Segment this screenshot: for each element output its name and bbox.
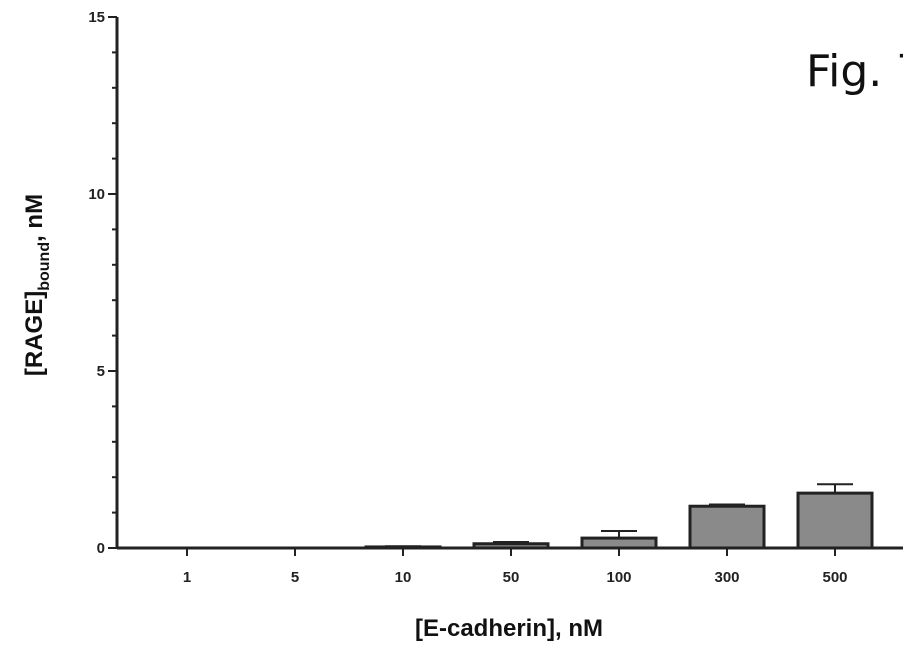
x-tick-label: 300 <box>714 569 739 586</box>
x-axis-title: [E-cadherin], nM <box>415 615 603 642</box>
x-tick-label: 1 <box>183 569 191 586</box>
x-tick-label: 50 <box>503 569 520 586</box>
bars <box>364 483 874 550</box>
y-axis-ticks: 0 5 10 15 <box>88 9 117 557</box>
y-axis-title-main: [RAGE] <box>21 291 48 376</box>
x-tick-label: 10 <box>395 569 412 586</box>
y-tick-label: 5 <box>97 363 105 380</box>
y-tick-label: 0 <box>97 540 105 557</box>
y-axis-title: [RAGE]bound, nM <box>21 194 53 376</box>
y-tick-label: 15 <box>88 9 105 26</box>
figure-label: Fig. 7 <box>806 46 903 97</box>
y-tick-label: 10 <box>88 186 105 203</box>
x-tick-label: 500 <box>822 569 847 586</box>
x-tick-label: 100 <box>606 569 631 586</box>
bar <box>688 504 766 550</box>
y-axis-title-unit: , nM <box>21 194 48 242</box>
x-tick-label: 5 <box>291 569 299 586</box>
bar <box>796 491 874 550</box>
y-axis-title-subscript: bound <box>36 242 53 291</box>
x-axis-ticks: 1 5 10 50 100 300 500 <box>183 548 848 586</box>
